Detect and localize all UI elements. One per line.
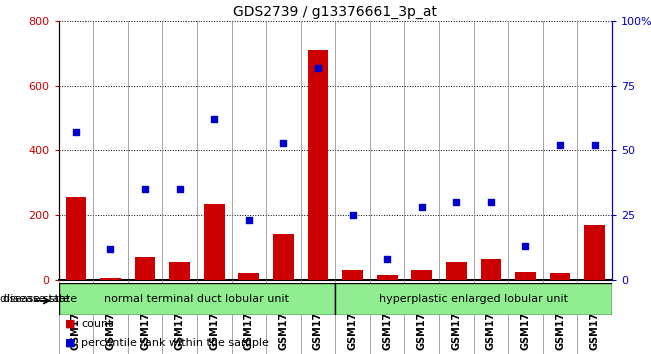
Point bbox=[140, 187, 150, 192]
Point bbox=[382, 256, 393, 262]
Text: GSM177460: GSM177460 bbox=[279, 285, 288, 350]
Point bbox=[278, 140, 288, 145]
Text: GSM177450: GSM177450 bbox=[486, 285, 496, 350]
Bar bbox=[480, 259, 501, 280]
Text: GSM177457: GSM177457 bbox=[174, 285, 185, 350]
Text: GSM177458: GSM177458 bbox=[209, 285, 219, 350]
Text: GSM177451: GSM177451 bbox=[521, 285, 531, 350]
Point bbox=[451, 199, 462, 205]
Text: disease state: disease state bbox=[0, 294, 70, 304]
Text: percentile rank within the sample: percentile rank within the sample bbox=[81, 338, 270, 348]
Point bbox=[71, 130, 81, 135]
Point bbox=[589, 142, 600, 148]
Text: disease state: disease state bbox=[3, 294, 77, 304]
Title: GDS2739 / g13376661_3p_at: GDS2739 / g13376661_3p_at bbox=[233, 5, 437, 19]
Text: GSM177447: GSM177447 bbox=[382, 285, 392, 350]
Text: GSM177455: GSM177455 bbox=[105, 285, 115, 350]
Text: GSM177459: GSM177459 bbox=[244, 285, 254, 350]
Text: ■: ■ bbox=[65, 338, 76, 348]
Text: GSM177449: GSM177449 bbox=[451, 285, 462, 350]
Text: GSM177454: GSM177454 bbox=[71, 285, 81, 350]
Bar bbox=[308, 50, 328, 280]
Bar bbox=[515, 272, 536, 280]
Text: normal terminal duct lobular unit: normal terminal duct lobular unit bbox=[104, 294, 290, 304]
Bar bbox=[66, 197, 86, 280]
Point bbox=[209, 116, 219, 122]
Bar bbox=[238, 273, 259, 280]
Bar bbox=[100, 278, 121, 280]
Text: GSM177448: GSM177448 bbox=[417, 285, 426, 350]
Text: ■: ■ bbox=[65, 319, 76, 329]
Text: hyperplastic enlarged lobular unit: hyperplastic enlarged lobular unit bbox=[379, 294, 568, 304]
Text: GSM177453: GSM177453 bbox=[590, 285, 600, 350]
Bar bbox=[135, 257, 156, 280]
Point bbox=[555, 142, 565, 148]
Bar bbox=[446, 262, 467, 280]
Bar bbox=[377, 275, 398, 280]
Bar bbox=[411, 270, 432, 280]
Point bbox=[174, 187, 185, 192]
Bar bbox=[342, 270, 363, 280]
Bar bbox=[273, 234, 294, 280]
Text: GSM177446: GSM177446 bbox=[348, 285, 357, 350]
Point bbox=[348, 212, 358, 218]
Text: GSM177456: GSM177456 bbox=[140, 285, 150, 350]
Bar bbox=[169, 262, 190, 280]
Text: GSM177461: GSM177461 bbox=[313, 285, 323, 350]
Point bbox=[486, 199, 496, 205]
Bar bbox=[59, 283, 335, 315]
Text: count: count bbox=[81, 319, 113, 329]
Point bbox=[520, 243, 531, 249]
Point bbox=[312, 65, 323, 70]
Point bbox=[243, 217, 254, 223]
Text: GSM177452: GSM177452 bbox=[555, 285, 565, 350]
Point bbox=[417, 205, 427, 210]
Bar bbox=[585, 225, 605, 280]
Bar bbox=[335, 283, 612, 315]
Bar bbox=[204, 204, 225, 280]
Bar bbox=[549, 273, 570, 280]
Point bbox=[105, 246, 116, 251]
